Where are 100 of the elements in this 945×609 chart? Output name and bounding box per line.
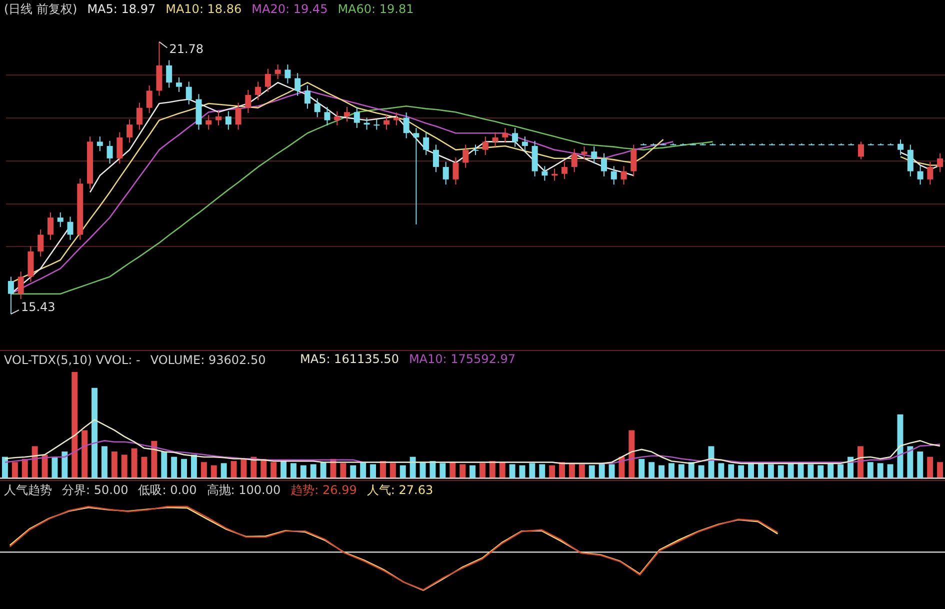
candlestick — [393, 112, 400, 126]
bar — [2, 456, 8, 478]
candlestick — [600, 152, 607, 177]
candlestick — [106, 140, 113, 164]
candlestick — [413, 127, 420, 225]
bar — [82, 430, 88, 478]
bar — [778, 465, 784, 478]
bar — [230, 461, 237, 478]
bar — [937, 462, 944, 478]
chart-title: 人气趋势 — [4, 483, 52, 497]
bar — [539, 464, 546, 478]
candlestick — [502, 127, 508, 144]
text: 低吸: 0.00 — [138, 483, 197, 497]
bar — [678, 464, 684, 478]
candlestick — [284, 64, 291, 84]
candlestick — [522, 136, 528, 152]
bar — [62, 452, 68, 478]
bar — [718, 463, 724, 478]
candlestick — [492, 132, 498, 148]
bar — [111, 452, 118, 478]
candlestick — [225, 110, 232, 130]
candlestick — [858, 141, 864, 160]
bar — [907, 446, 914, 478]
bar — [808, 464, 814, 478]
bar — [280, 461, 286, 478]
text: MA5: 18.97 — [87, 2, 156, 16]
candlestick — [581, 146, 588, 160]
candlestick — [452, 157, 459, 186]
candlestick — [126, 118, 133, 144]
candlestick — [620, 166, 627, 186]
bar — [460, 464, 466, 478]
bar — [768, 464, 774, 478]
candlestick — [245, 89, 252, 114]
bar — [867, 462, 874, 478]
candlestick — [630, 144, 637, 177]
candlestick — [294, 72, 301, 96]
bar — [698, 465, 704, 478]
bar — [52, 456, 58, 478]
bar — [479, 463, 486, 478]
candlestick — [136, 102, 142, 130]
candlestick — [512, 127, 518, 148]
candlestick — [235, 102, 242, 130]
bar — [668, 463, 674, 478]
bar — [578, 464, 585, 478]
candlestick — [67, 216, 74, 240]
bar — [370, 464, 376, 478]
bar — [340, 463, 346, 478]
bar — [161, 452, 168, 478]
bar — [12, 462, 18, 478]
bar — [410, 456, 416, 478]
bar — [240, 458, 247, 478]
candlestick — [907, 144, 914, 177]
bar — [320, 462, 326, 478]
bar — [588, 465, 595, 478]
text: MA20: 19.45 — [252, 2, 328, 16]
text: 高抛: 100.00 — [206, 483, 281, 497]
candlestick — [432, 144, 439, 173]
bar — [838, 464, 844, 478]
bar — [310, 464, 316, 478]
candlestick — [472, 144, 478, 156]
candlestick — [334, 110, 340, 126]
bar — [171, 456, 178, 478]
bar — [568, 463, 575, 478]
candlestick — [96, 136, 103, 152]
bar — [559, 462, 566, 478]
bar — [499, 462, 506, 478]
candlestick — [571, 148, 578, 173]
bar — [758, 463, 764, 478]
candlestick — [57, 212, 64, 228]
candlestick — [898, 139, 904, 156]
text: MA5: 161135.50 — [300, 352, 399, 366]
bar — [728, 464, 734, 478]
candlestick — [442, 161, 449, 186]
bar — [121, 454, 128, 478]
candlestick — [47, 212, 54, 240]
bar — [260, 458, 267, 478]
chart-title: VOL-TDX(5,10) VVOL: - — [4, 353, 140, 367]
bar — [72, 372, 78, 478]
candlestick — [344, 106, 350, 122]
candlestick — [542, 166, 548, 182]
bar — [210, 465, 217, 478]
candlestick — [274, 64, 281, 80]
candlestick — [186, 81, 192, 105]
candlestick — [304, 85, 310, 110]
candlestick — [610, 166, 617, 186]
text: 分界: 50.00 — [62, 483, 128, 497]
text: 人气: 27.63 — [366, 483, 434, 497]
candlestick — [206, 114, 212, 130]
bar — [648, 462, 655, 478]
bar — [151, 440, 158, 478]
text: MA60: 19.81 — [338, 2, 414, 16]
bar — [470, 465, 476, 478]
annotation: 15.43 — [20, 300, 56, 314]
chart-title: (日线 前复权) — [4, 2, 78, 16]
bar — [927, 456, 934, 478]
candlestick — [166, 60, 172, 88]
bar — [390, 463, 396, 478]
candlestick — [591, 146, 598, 164]
candlestick — [146, 85, 152, 114]
candlestick — [354, 106, 360, 128]
